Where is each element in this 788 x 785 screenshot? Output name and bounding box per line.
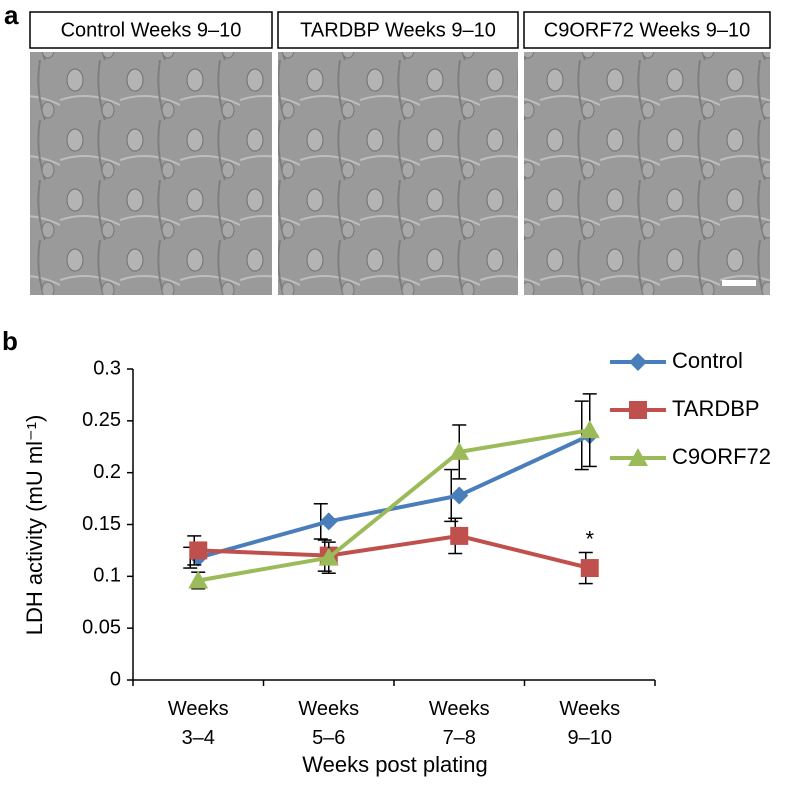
x-tick-label: Weeks 9–10 xyxy=(559,698,620,749)
y-tick-label: 0.2 xyxy=(93,461,121,483)
series-line xyxy=(197,433,591,560)
legend-item: Control xyxy=(610,348,743,373)
legend-label: Control xyxy=(672,348,743,373)
series: * xyxy=(187,517,599,585)
panel-label: b xyxy=(2,326,18,356)
legend-item: TARDBP xyxy=(610,396,760,421)
marker xyxy=(629,353,647,371)
y-tick-label: 0 xyxy=(110,668,121,690)
x-axis-title: Weeks post plating xyxy=(302,752,487,777)
image-title: C9ORF72 Weeks 9–10 xyxy=(544,19,750,41)
y-tick-label: 0.1 xyxy=(93,565,121,587)
x-tick-label: Weeks 3–4 xyxy=(168,698,229,749)
marker xyxy=(318,547,339,566)
marker xyxy=(319,512,338,531)
micrograph xyxy=(30,52,272,295)
marker xyxy=(189,541,208,560)
marker xyxy=(450,486,469,505)
marker xyxy=(628,448,648,466)
title-box xyxy=(277,11,519,49)
series xyxy=(188,393,600,590)
scale-bar xyxy=(722,280,756,286)
series-line xyxy=(198,533,591,570)
title-box xyxy=(523,11,771,49)
image-title: TARDBP Weeks 9–10 xyxy=(300,19,496,41)
y-tick-label: 0.15 xyxy=(82,513,121,535)
panel-label: a xyxy=(4,0,19,30)
image-panel: C9ORF72 Weeks 9–10 xyxy=(523,11,771,295)
marker xyxy=(450,526,469,545)
micrograph xyxy=(278,52,518,295)
title-box xyxy=(29,11,273,49)
marker xyxy=(188,570,209,589)
legend-item: C9ORF72 xyxy=(610,444,771,469)
legend-label: C9ORF72 xyxy=(672,444,771,469)
y-tick-label: 0.05 xyxy=(82,616,121,638)
series xyxy=(183,400,599,569)
marker xyxy=(449,441,470,460)
annotation: * xyxy=(585,526,594,551)
x-tick-label: Weeks 7–8 xyxy=(429,698,490,749)
legend-label: TARDBP xyxy=(672,396,760,421)
y-tick-label: 0.25 xyxy=(82,409,121,431)
image-title: Control Weeks 9–10 xyxy=(61,19,242,41)
image-panel: TARDBP Weeks 9–10 xyxy=(277,11,519,295)
micrograph xyxy=(524,52,770,295)
marker xyxy=(580,559,599,578)
image-panel: Control Weeks 9–10 xyxy=(29,11,273,295)
marker xyxy=(579,420,600,439)
series-line xyxy=(197,428,591,583)
y-axis-title: LDH activity (mU ml⁻¹) xyxy=(22,415,47,636)
y-tick-label: 0.3 xyxy=(93,357,121,379)
marker xyxy=(629,401,647,419)
x-tick-label: Weeks 5–6 xyxy=(298,698,359,749)
